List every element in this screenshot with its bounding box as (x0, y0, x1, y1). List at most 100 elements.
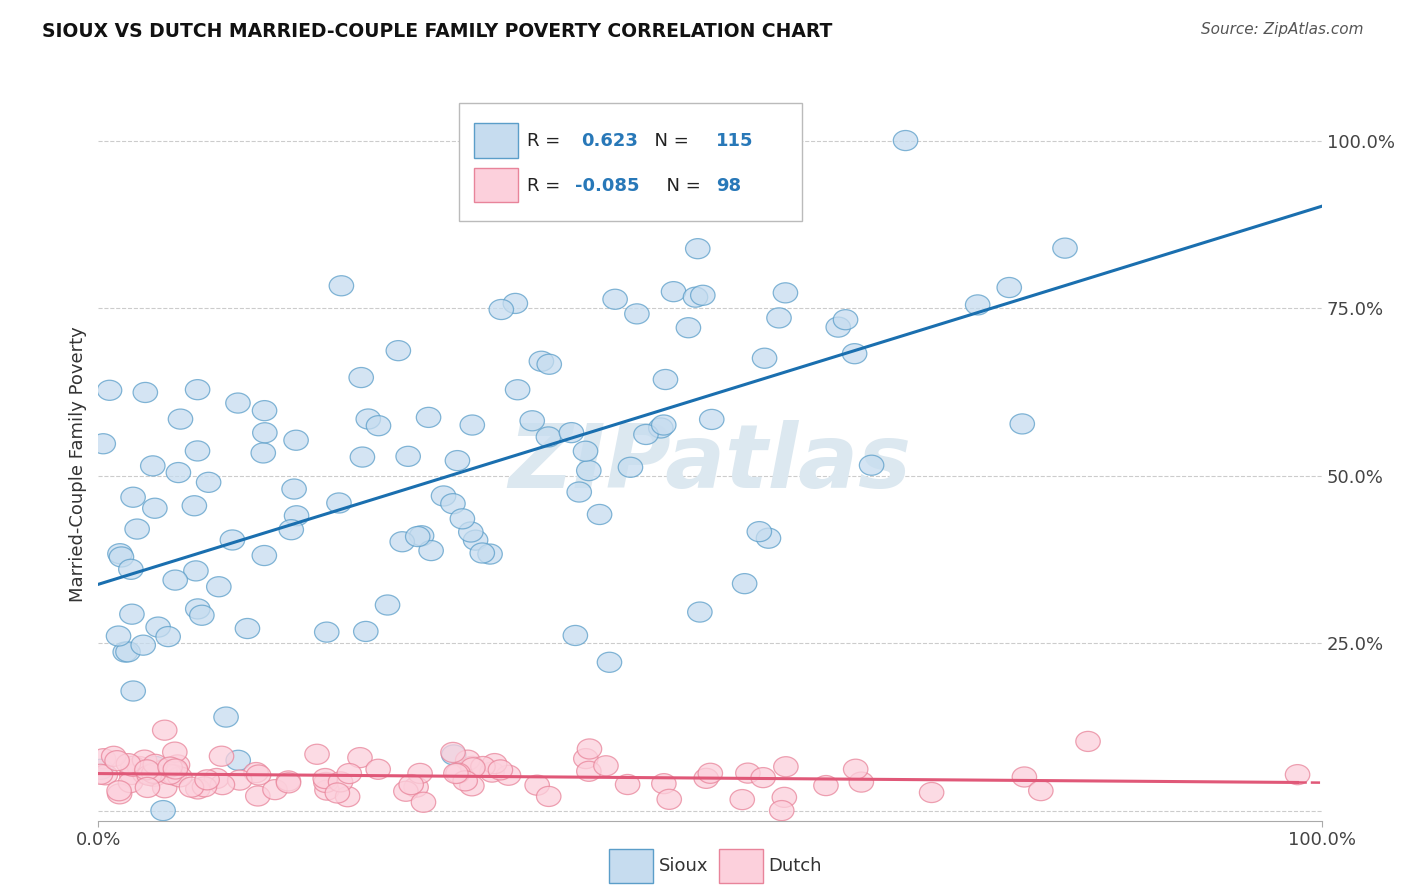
Ellipse shape (752, 348, 776, 368)
Ellipse shape (387, 341, 411, 360)
Ellipse shape (112, 642, 138, 662)
Ellipse shape (524, 775, 550, 796)
Ellipse shape (651, 415, 676, 435)
Ellipse shape (676, 318, 700, 338)
Ellipse shape (409, 525, 434, 546)
Ellipse shape (89, 759, 114, 780)
Ellipse shape (184, 561, 208, 581)
Ellipse shape (314, 772, 337, 792)
Ellipse shape (697, 764, 723, 783)
Ellipse shape (186, 441, 209, 461)
Ellipse shape (117, 754, 141, 773)
Ellipse shape (278, 520, 304, 540)
Ellipse shape (253, 423, 277, 442)
Ellipse shape (108, 543, 132, 564)
Ellipse shape (91, 434, 115, 454)
Ellipse shape (120, 604, 145, 624)
Ellipse shape (204, 768, 229, 789)
Ellipse shape (730, 789, 755, 810)
Ellipse shape (142, 766, 166, 787)
Ellipse shape (578, 739, 602, 759)
Ellipse shape (163, 761, 187, 780)
Ellipse shape (246, 786, 270, 806)
Ellipse shape (121, 681, 145, 701)
Ellipse shape (567, 482, 592, 502)
Ellipse shape (146, 617, 170, 637)
Ellipse shape (375, 595, 399, 615)
Ellipse shape (441, 745, 465, 765)
Ellipse shape (520, 410, 544, 431)
Ellipse shape (284, 430, 308, 450)
Text: Sioux: Sioux (658, 856, 709, 874)
Ellipse shape (1012, 767, 1036, 787)
Ellipse shape (536, 427, 561, 447)
Ellipse shape (446, 450, 470, 471)
Ellipse shape (657, 789, 682, 809)
Ellipse shape (654, 369, 678, 390)
Ellipse shape (695, 768, 718, 789)
Ellipse shape (619, 458, 643, 477)
Ellipse shape (115, 642, 141, 662)
Ellipse shape (276, 771, 301, 791)
Ellipse shape (920, 782, 943, 803)
Ellipse shape (162, 765, 187, 785)
Ellipse shape (107, 780, 131, 801)
Ellipse shape (226, 393, 250, 413)
Text: ZIPatlas: ZIPatlas (509, 420, 911, 508)
Ellipse shape (537, 787, 561, 806)
Ellipse shape (460, 776, 484, 796)
Ellipse shape (651, 773, 676, 794)
Ellipse shape (478, 544, 502, 564)
Ellipse shape (661, 282, 686, 301)
Ellipse shape (134, 383, 157, 402)
Ellipse shape (167, 767, 193, 787)
Ellipse shape (235, 618, 260, 639)
Ellipse shape (766, 308, 792, 328)
Ellipse shape (399, 774, 423, 795)
Ellipse shape (411, 792, 436, 813)
Ellipse shape (453, 771, 478, 791)
Ellipse shape (593, 756, 619, 776)
Ellipse shape (226, 750, 250, 771)
Ellipse shape (634, 425, 658, 444)
Ellipse shape (209, 747, 233, 766)
Ellipse shape (751, 768, 775, 788)
Text: Dutch: Dutch (769, 856, 823, 874)
Ellipse shape (733, 574, 756, 594)
Ellipse shape (118, 559, 143, 580)
Ellipse shape (207, 577, 231, 597)
Ellipse shape (186, 599, 209, 619)
Ellipse shape (859, 455, 884, 475)
Ellipse shape (157, 757, 183, 777)
Ellipse shape (349, 368, 374, 388)
Ellipse shape (772, 788, 797, 807)
Ellipse shape (814, 775, 838, 796)
Ellipse shape (576, 761, 602, 781)
Ellipse shape (263, 780, 287, 800)
Ellipse shape (347, 747, 373, 768)
Ellipse shape (496, 765, 520, 785)
Ellipse shape (195, 770, 219, 790)
Ellipse shape (560, 423, 583, 442)
Text: N =: N = (643, 132, 695, 150)
Ellipse shape (107, 784, 132, 804)
Ellipse shape (105, 751, 129, 771)
Ellipse shape (966, 295, 990, 315)
Ellipse shape (488, 760, 513, 780)
Ellipse shape (686, 239, 710, 259)
FancyBboxPatch shape (474, 168, 517, 202)
Ellipse shape (690, 285, 716, 305)
Text: R =: R = (526, 177, 565, 194)
Ellipse shape (277, 772, 301, 793)
Ellipse shape (120, 764, 143, 785)
Ellipse shape (193, 777, 217, 797)
Ellipse shape (163, 742, 187, 762)
Ellipse shape (446, 763, 470, 783)
Ellipse shape (366, 759, 391, 780)
Ellipse shape (350, 447, 374, 467)
Ellipse shape (450, 508, 475, 529)
Ellipse shape (394, 781, 418, 801)
Ellipse shape (142, 764, 166, 783)
Text: 0.623: 0.623 (582, 132, 638, 150)
Ellipse shape (396, 446, 420, 467)
